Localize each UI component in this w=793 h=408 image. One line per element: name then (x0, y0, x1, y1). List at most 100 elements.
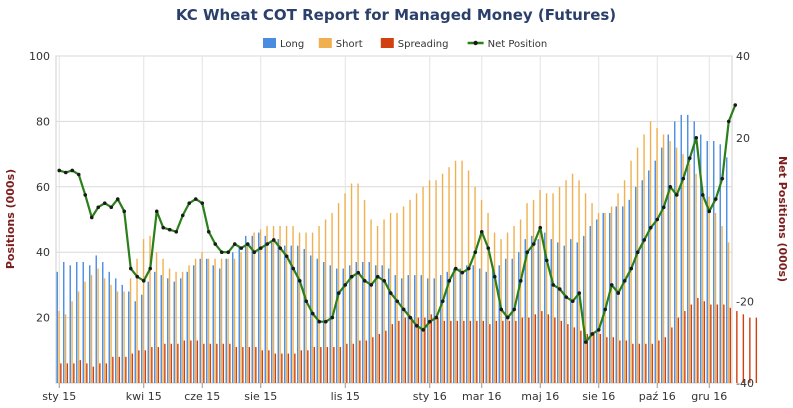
legend-label-short[interactable]: Short (336, 39, 363, 50)
bar-spreading (534, 314, 537, 383)
bar-short (474, 186, 476, 383)
bar-long (557, 242, 559, 383)
bar-long (251, 235, 253, 383)
y2-axis-title: Net Positions (000s) (776, 156, 789, 282)
bar-short (701, 186, 704, 383)
bar-spreading (177, 343, 179, 383)
bars (56, 114, 758, 384)
bar-long (433, 278, 435, 383)
y2-tick-label: 20 (736, 132, 750, 145)
point-net-position (596, 328, 601, 332)
bar-long (362, 262, 364, 383)
legend[interactable]: Long Short Spreading Net Position (263, 38, 547, 50)
legend-swatch-short[interactable] (318, 38, 332, 48)
bar-long (284, 245, 286, 383)
bar-spreading (209, 343, 212, 383)
point-net-position (180, 213, 185, 218)
x-tick-label: sty 15 (42, 390, 76, 403)
bar-long (518, 252, 520, 383)
bar-long (238, 245, 240, 383)
bar-long (290, 245, 292, 383)
bar-spreading (196, 340, 199, 383)
legend-swatch-long[interactable] (263, 38, 276, 48)
bar-short (649, 121, 652, 384)
bar-short (129, 278, 132, 383)
bar-long (563, 245, 565, 383)
bar-long (245, 235, 247, 383)
bar-spreading (359, 340, 361, 383)
y2-tick-label: -20 (736, 295, 754, 308)
bar-spreading (92, 366, 95, 383)
legend-marker-net-position (473, 40, 478, 46)
bar-long (596, 219, 598, 383)
bar-long (440, 275, 442, 383)
chart-title: KC Wheat COT Report for Managed Money (F… (176, 6, 616, 24)
bar-spreading (430, 314, 433, 383)
bar-spreading (541, 311, 543, 383)
point-net-position (382, 279, 387, 283)
bar-spreading (131, 353, 134, 383)
y-tick-label: 20 (36, 312, 50, 325)
bar-short (708, 196, 710, 383)
x-tick-label: sty 16 (413, 390, 447, 403)
bar-long (635, 186, 637, 383)
bar-long (349, 265, 351, 383)
bar-short (324, 219, 327, 383)
bar-short (467, 170, 470, 383)
point-net-position (213, 242, 218, 246)
legend-label-net-position[interactable]: Net Position (488, 39, 548, 50)
bar-short (480, 199, 483, 383)
point-net-position (544, 258, 549, 263)
bar-short (519, 219, 522, 383)
point-net-position (479, 229, 484, 234)
bar-long (700, 134, 702, 383)
bar-short (253, 232, 255, 383)
bar-long (667, 134, 669, 383)
point-net-position (135, 274, 140, 279)
bar-long (69, 265, 71, 383)
point-net-position (284, 254, 289, 259)
y-tick-label: 40 (36, 246, 50, 259)
bar-spreading (703, 301, 706, 383)
bar-short (532, 199, 535, 383)
point-net-position (687, 156, 692, 160)
bar-short (597, 212, 600, 383)
bar-short (97, 268, 99, 383)
point-net-position (258, 246, 263, 250)
point-net-position (330, 315, 335, 320)
legend-label-spreading[interactable]: Spreading (398, 39, 449, 50)
bar-spreading (450, 320, 452, 383)
bar-short (402, 206, 405, 383)
bar-spreading (118, 356, 121, 383)
legend-label-long[interactable]: Long (280, 39, 304, 50)
bar-short (682, 154, 684, 383)
point-net-position (538, 225, 543, 230)
point-net-position (505, 315, 510, 320)
bar-long (407, 275, 409, 383)
x-tick-label: lis 15 (331, 390, 360, 403)
bar-spreading (469, 320, 472, 383)
bar-short (539, 190, 541, 383)
bar-spreading (729, 307, 732, 383)
bar-spreading (60, 363, 62, 383)
bar-spreading (619, 340, 621, 383)
bar-long (524, 239, 526, 383)
bar-spreading (385, 330, 387, 383)
bar-spreading (658, 340, 660, 383)
x-axis-ticks: sty 15 kwi 15 cze 15 sie 15 lis 15 sty 16 mar … (42, 383, 727, 403)
point-net-position (707, 209, 712, 214)
legend-swatch-spreading[interactable] (380, 38, 394, 48)
bar-spreading (216, 343, 218, 383)
point-net-position (83, 193, 88, 197)
bar-spreading (138, 350, 140, 383)
bar-spreading (417, 317, 420, 383)
bar-short (103, 278, 106, 383)
bar-short (578, 180, 580, 383)
point-net-position (590, 332, 595, 336)
bar-short (565, 180, 567, 383)
point-net-position (388, 291, 393, 295)
bar-long (609, 212, 611, 383)
bar-spreading (105, 363, 108, 383)
x-tick-label: sie 15 (244, 390, 277, 403)
bar-spreading (261, 350, 264, 383)
